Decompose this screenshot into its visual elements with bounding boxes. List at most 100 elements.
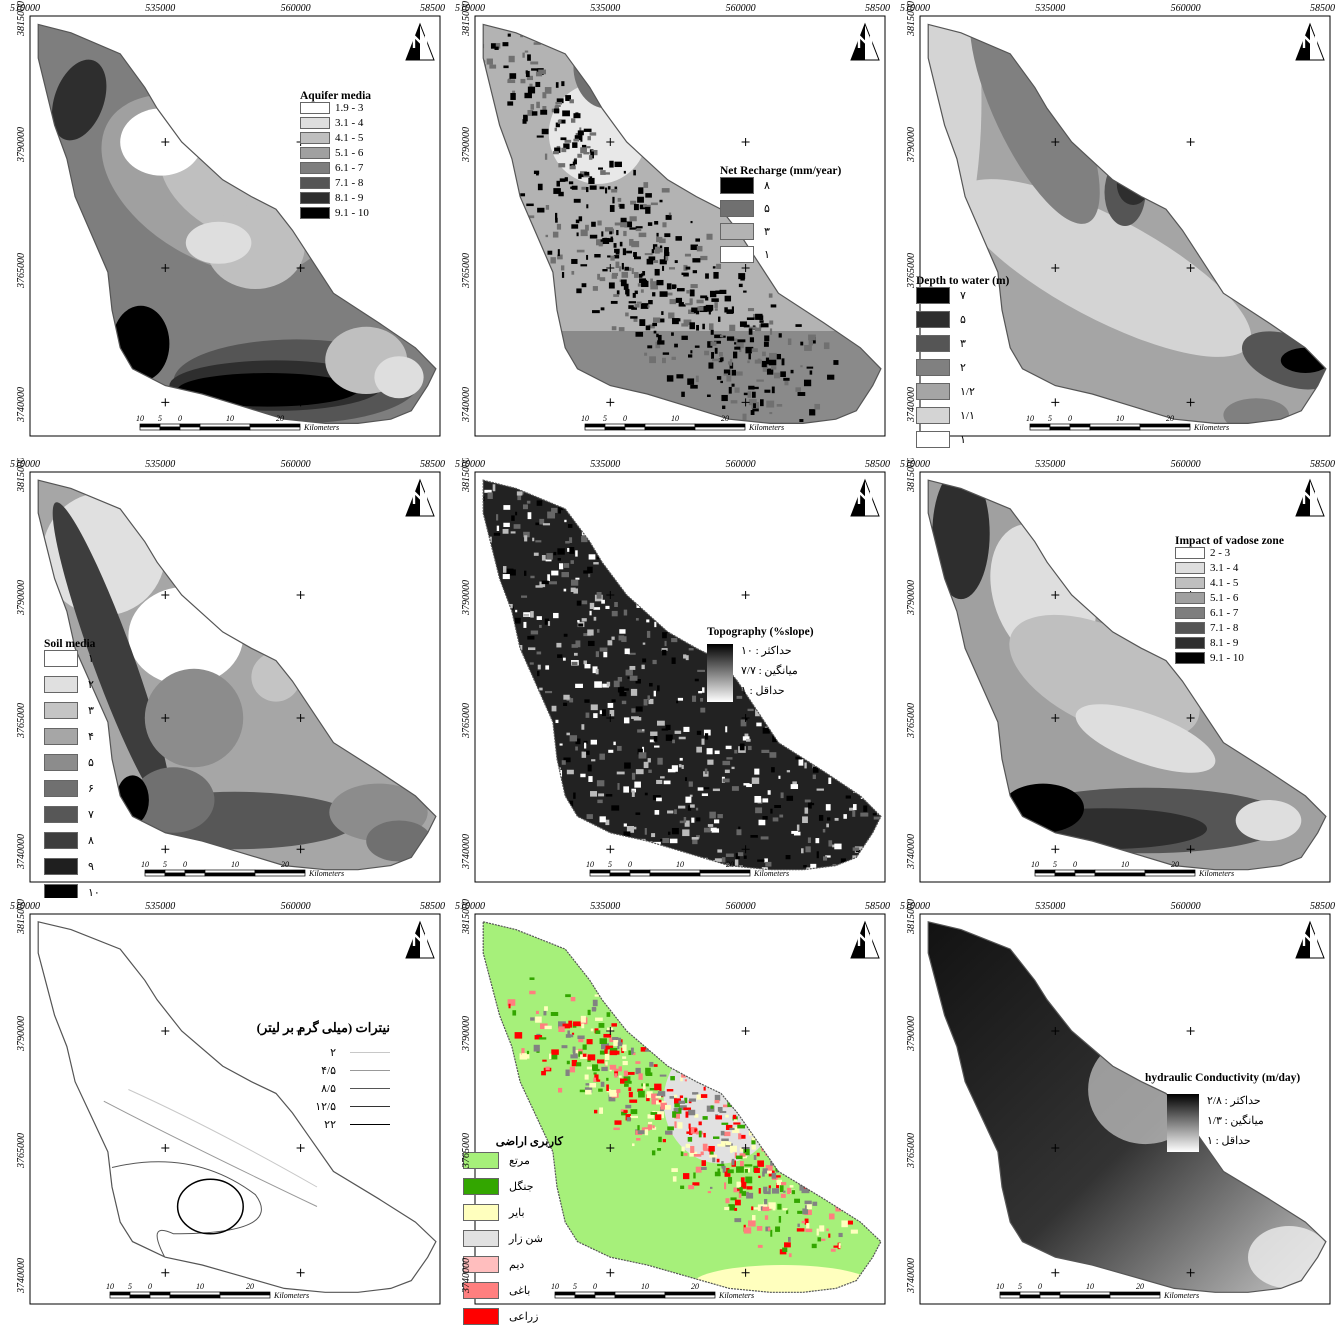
- scale-tick-label: 10: [1116, 414, 1124, 423]
- grid-cross: [161, 1144, 170, 1152]
- legend-label: 7.1 - 8: [1210, 622, 1239, 635]
- legend-item: ۵: [720, 200, 841, 223]
- easting-label: 585000: [420, 459, 445, 470]
- easting-label: 535000: [590, 901, 621, 912]
- grid-cross: [1051, 138, 1060, 146]
- legend-label: ۵: [764, 203, 770, 215]
- legend-swatch: [300, 162, 330, 175]
- grid-cross: [1051, 714, 1060, 722]
- legend-label: 8.1 - 9: [335, 192, 364, 205]
- scale-tick-label: 5: [1018, 1282, 1022, 1291]
- legend-title: Impact of vadose zone: [1175, 535, 1284, 547]
- legend-swatch: [44, 702, 78, 719]
- legend-item: ۵: [44, 754, 100, 780]
- scale-tick-label: 10: [231, 860, 239, 869]
- legend-title: Soil media: [44, 638, 96, 650]
- legend-item: ۱/۱: [916, 407, 1009, 431]
- legend-item: 3.1 - 4: [300, 117, 371, 132]
- scale-bar: 10 5 0 10 20 Kilometers: [581, 414, 784, 432]
- north-arrow-icon: [1295, 22, 1325, 61]
- legend-swatch: [463, 1204, 499, 1221]
- scale-bar: 10 5 0 10 20 Kilometers: [1026, 414, 1229, 432]
- legend-item: ۳: [720, 223, 841, 246]
- grid-cross: [1051, 1268, 1060, 1277]
- legend-label: 5.1 - 6: [1210, 592, 1239, 605]
- easting-label: 510000: [10, 459, 40, 470]
- scale-unit-label: Kilometers: [718, 1291, 754, 1300]
- northing-label: 3815000: [16, 1, 27, 36]
- easting-label: 560000: [280, 3, 311, 14]
- legend-swatch: [916, 383, 950, 400]
- depth-legend: Depth to water (m) ۷ ۵ ۳ ۲ ۱/۲ ۱/۱ ۱: [916, 275, 1009, 455]
- legend-item: ۲: [916, 359, 1009, 383]
- easting-label: 535000: [145, 459, 176, 470]
- legend-label: 1.9 - 3: [335, 102, 364, 115]
- northing-label: 3740000: [906, 834, 917, 870]
- legend-item: ۱: [44, 650, 100, 676]
- legend-item: ۱۰: [44, 884, 100, 898]
- grid-cross: [1051, 264, 1060, 272]
- topo-max-label: حداکثر : ۱۰: [741, 645, 792, 657]
- scale-unit-label: Kilometers: [1163, 1291, 1199, 1300]
- grid-cross: [741, 138, 750, 146]
- legend-item: ۴: [44, 728, 100, 754]
- legend-swatch: [463, 1308, 499, 1325]
- grid-cross: [606, 1268, 615, 1277]
- northing-label: 3790000: [461, 1016, 472, 1051]
- landuse-legend: کاربری اراضی مرتع جنگل بایر شن زار دیم باغی زر…: [463, 1134, 563, 1330]
- legend-title: Net Recharge (mm/year): [720, 165, 842, 177]
- hydraulic-max-label: حداکثر : ۲/۸: [1207, 1095, 1261, 1107]
- northing-label: 3765000: [461, 253, 472, 288]
- legend-swatch: [916, 359, 950, 376]
- scale-tick-label: 10: [1026, 414, 1034, 423]
- northing-label: 3765000: [16, 703, 27, 738]
- scale-tick-label: 20: [246, 1282, 254, 1291]
- map-canvas: 10 5 0 10 20 Kilometers: [474, 15, 886, 437]
- legend-label: ۱: [960, 434, 966, 446]
- scale-unit-label: Kilometers: [1198, 869, 1234, 878]
- easting-label: 510000: [455, 459, 485, 470]
- scale-bar: 10 5 0 10 20 Kilometers: [551, 1282, 754, 1300]
- legend-item: 8.1 - 9: [1175, 637, 1284, 652]
- northing-label: 3815000: [461, 1, 472, 36]
- northing-label: 3790000: [906, 127, 917, 162]
- scale-tick-label: 10: [1031, 860, 1039, 869]
- legend-label: 4.1 - 5: [335, 132, 364, 145]
- vadose-zone-map: 10 5 0 10 20 Kilometers Impact of vadose zone…: [890, 458, 1335, 898]
- legend-item: 6.1 - 7: [300, 162, 371, 177]
- basin-outline: [37, 921, 437, 1293]
- legend-item: ۸: [44, 832, 100, 858]
- scale-unit-label: Kilometers: [303, 423, 339, 432]
- easting-label: 535000: [145, 3, 176, 14]
- legend-item: 1.9 - 3: [300, 102, 371, 117]
- legend-swatch: [350, 1124, 390, 1125]
- grid-cross: [741, 591, 750, 599]
- depth-to-water-map: 10 5 0 10 20 Kilometers Depth to water (m) ۷ ۵…: [890, 0, 1335, 458]
- scale-tick-label: 5: [1048, 414, 1052, 423]
- legend-label: 9.1 - 10: [335, 207, 369, 220]
- legend-item: بایر: [463, 1204, 563, 1230]
- legend-item: باغی: [463, 1282, 563, 1308]
- legend-label: زراعی: [509, 1311, 539, 1323]
- northing-label: 3790000: [906, 1016, 917, 1051]
- northing-label: 3740000: [16, 834, 27, 870]
- legend-label: 9.1 - 10: [1210, 652, 1244, 665]
- grid-cross: [1186, 264, 1195, 272]
- grid-cross: [296, 845, 305, 854]
- legend-swatch: [44, 780, 78, 797]
- legend-label: 8.1 - 9: [1210, 637, 1239, 650]
- scale-tick-label: 5: [158, 414, 162, 423]
- legend-label: ۱۰: [88, 887, 100, 898]
- easting-label: 560000: [1170, 901, 1201, 912]
- easting-label: 560000: [280, 459, 311, 470]
- grid-cross: [161, 714, 170, 722]
- legend-item: ۷: [916, 287, 1009, 311]
- easting-label: 585000: [1310, 3, 1335, 14]
- legend-label: ۶: [88, 783, 94, 795]
- north-arrow-icon: [1295, 920, 1325, 959]
- scale-tick-label: 10: [1086, 1282, 1094, 1291]
- legend-label: مرتع: [509, 1155, 530, 1167]
- scale-tick-label: 0: [593, 1282, 597, 1291]
- legend-swatch: [350, 1052, 390, 1053]
- legend-item: 7.1 - 8: [1175, 622, 1284, 637]
